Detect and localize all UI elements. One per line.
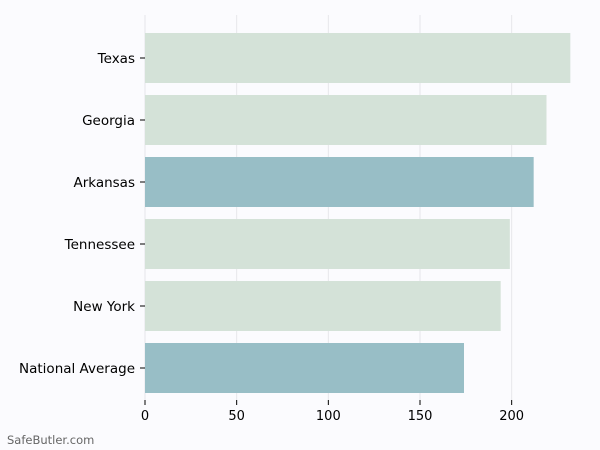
bar: [145, 281, 501, 331]
bar: [145, 219, 510, 269]
y-tick-label: New York: [73, 299, 135, 315]
y-tick-label: Texas: [97, 51, 135, 67]
x-tick-label: 50: [228, 409, 245, 424]
axis-layer: 0 50 100 150 200 Texas Georgia Arkansas Tennesse…: [19, 51, 524, 424]
bar: [145, 33, 571, 83]
y-tick-label: Georgia: [82, 113, 135, 129]
x-tick-label: 150: [408, 409, 433, 424]
bars-layer: [145, 33, 571, 393]
x-tick-label: 200: [499, 409, 524, 424]
bar: [145, 95, 547, 145]
x-tick-label: 0: [141, 409, 149, 424]
y-tick-label: National Average: [19, 361, 135, 377]
bar: [145, 157, 534, 207]
watermark-text: SafeButler.com: [7, 433, 95, 447]
y-tick-label: Tennessee: [64, 237, 135, 253]
y-tick-label: Arkansas: [73, 175, 135, 191]
x-tick-label: 100: [316, 409, 341, 424]
bar: [145, 343, 464, 393]
